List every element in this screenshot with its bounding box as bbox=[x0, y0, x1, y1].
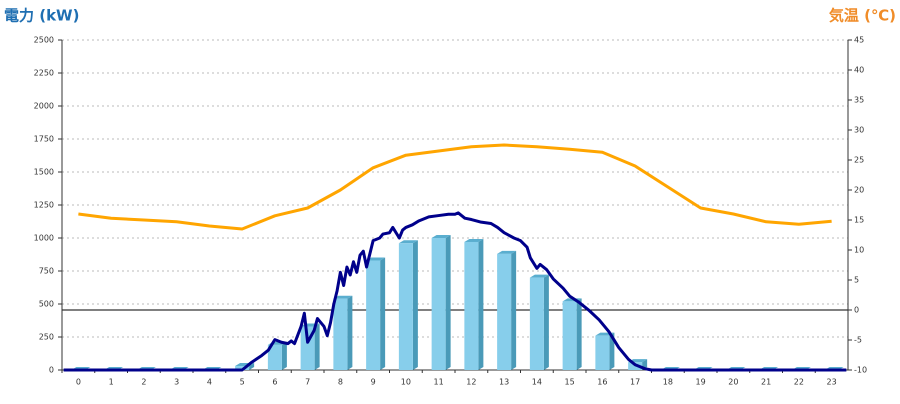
x-tick-label: 13 bbox=[499, 378, 509, 387]
y2-tick-label: 30 bbox=[854, 126, 864, 135]
temperature-line bbox=[78, 143, 832, 231]
y-tick-label: 1750 bbox=[34, 135, 54, 144]
x-tick-label: 14 bbox=[532, 378, 542, 387]
right-axis-title: 気温 (℃) bbox=[829, 7, 896, 25]
y2-tick-label: 35 bbox=[854, 96, 864, 105]
x-tick-label: 16 bbox=[597, 378, 607, 387]
y-tick-label: 2000 bbox=[34, 102, 54, 111]
x-tick-label: 6 bbox=[272, 378, 277, 387]
bar-side bbox=[609, 332, 615, 370]
y2-tick-label: 40 bbox=[854, 66, 864, 75]
bar-side bbox=[314, 323, 320, 370]
y2-tick-label: 10 bbox=[854, 246, 864, 255]
bar-top bbox=[464, 238, 484, 242]
bar-side bbox=[576, 298, 582, 370]
bar bbox=[366, 260, 381, 370]
x-tick-label: 22 bbox=[794, 378, 804, 387]
bar-top bbox=[398, 240, 418, 244]
bar-side bbox=[347, 295, 353, 370]
bar bbox=[529, 277, 544, 370]
x-tick-label: 9 bbox=[371, 378, 376, 387]
x-tick-label: 2 bbox=[141, 378, 146, 387]
bar bbox=[497, 253, 512, 370]
bar-side bbox=[412, 240, 418, 370]
bar-top bbox=[529, 274, 549, 278]
x-tick-label: 5 bbox=[240, 378, 245, 387]
x-tick-label: 4 bbox=[207, 378, 212, 387]
x-tick-label: 20 bbox=[728, 378, 738, 387]
bar-side bbox=[445, 235, 451, 370]
bar bbox=[562, 301, 577, 370]
x-tick-label: 10 bbox=[401, 378, 411, 387]
y2-tick-label: 25 bbox=[854, 156, 864, 165]
y-tick-label: 1000 bbox=[34, 234, 54, 243]
bar bbox=[595, 335, 610, 370]
y2-tick-label: 0 bbox=[854, 306, 859, 315]
x-tick-label: 23 bbox=[827, 378, 837, 387]
bar bbox=[398, 243, 413, 370]
bar-side bbox=[543, 274, 549, 370]
bar-top bbox=[497, 250, 517, 254]
bar-side bbox=[249, 363, 255, 370]
y-tick-label: 250 bbox=[39, 333, 54, 342]
bar bbox=[333, 298, 348, 370]
bar-side bbox=[478, 238, 484, 370]
x-tick-label: 15 bbox=[565, 378, 575, 387]
bar-side bbox=[281, 341, 287, 370]
left-axis-title: 電力 (kW) bbox=[4, 7, 79, 25]
y-tick-label: 2500 bbox=[34, 36, 54, 45]
bar-top bbox=[333, 295, 353, 299]
bar-top bbox=[431, 235, 451, 238]
y2-tick-label: 20 bbox=[854, 186, 864, 195]
y-tick-label: 1250 bbox=[34, 201, 54, 210]
y-tick-label: 0 bbox=[49, 366, 54, 375]
bar-side bbox=[380, 257, 386, 370]
x-tick-label: 8 bbox=[338, 378, 343, 387]
x-tick-label: 3 bbox=[174, 378, 179, 387]
x-tick-label: 17 bbox=[630, 378, 640, 387]
bar bbox=[431, 238, 446, 370]
x-tick-label: 1 bbox=[109, 378, 114, 387]
y2-tick-label: -5 bbox=[854, 336, 862, 345]
bar bbox=[464, 241, 479, 370]
bar-top bbox=[366, 257, 386, 261]
y-tick-label: 750 bbox=[39, 267, 54, 276]
x-tick-label: 19 bbox=[696, 378, 706, 387]
x-tick-label: 7 bbox=[305, 378, 310, 387]
y2-tick-label: -10 bbox=[854, 366, 867, 375]
x-tick-label: 11 bbox=[434, 378, 444, 387]
power-line bbox=[63, 211, 847, 372]
y-tick-label: 500 bbox=[39, 300, 54, 309]
y-tick-label: 2250 bbox=[34, 69, 54, 78]
x-tick-label: 0 bbox=[76, 378, 81, 387]
bar bbox=[235, 366, 250, 370]
bar-side bbox=[511, 250, 517, 370]
bar bbox=[267, 344, 282, 370]
y-tick-label: 1500 bbox=[34, 168, 54, 177]
x-tick-label: 18 bbox=[663, 378, 673, 387]
y2-tick-label: 45 bbox=[854, 36, 864, 45]
y2-tick-label: 5 bbox=[854, 276, 859, 285]
x-tick-label: 21 bbox=[761, 378, 771, 387]
x-tick-label: 12 bbox=[466, 378, 476, 387]
y2-tick-label: 15 bbox=[854, 216, 864, 225]
